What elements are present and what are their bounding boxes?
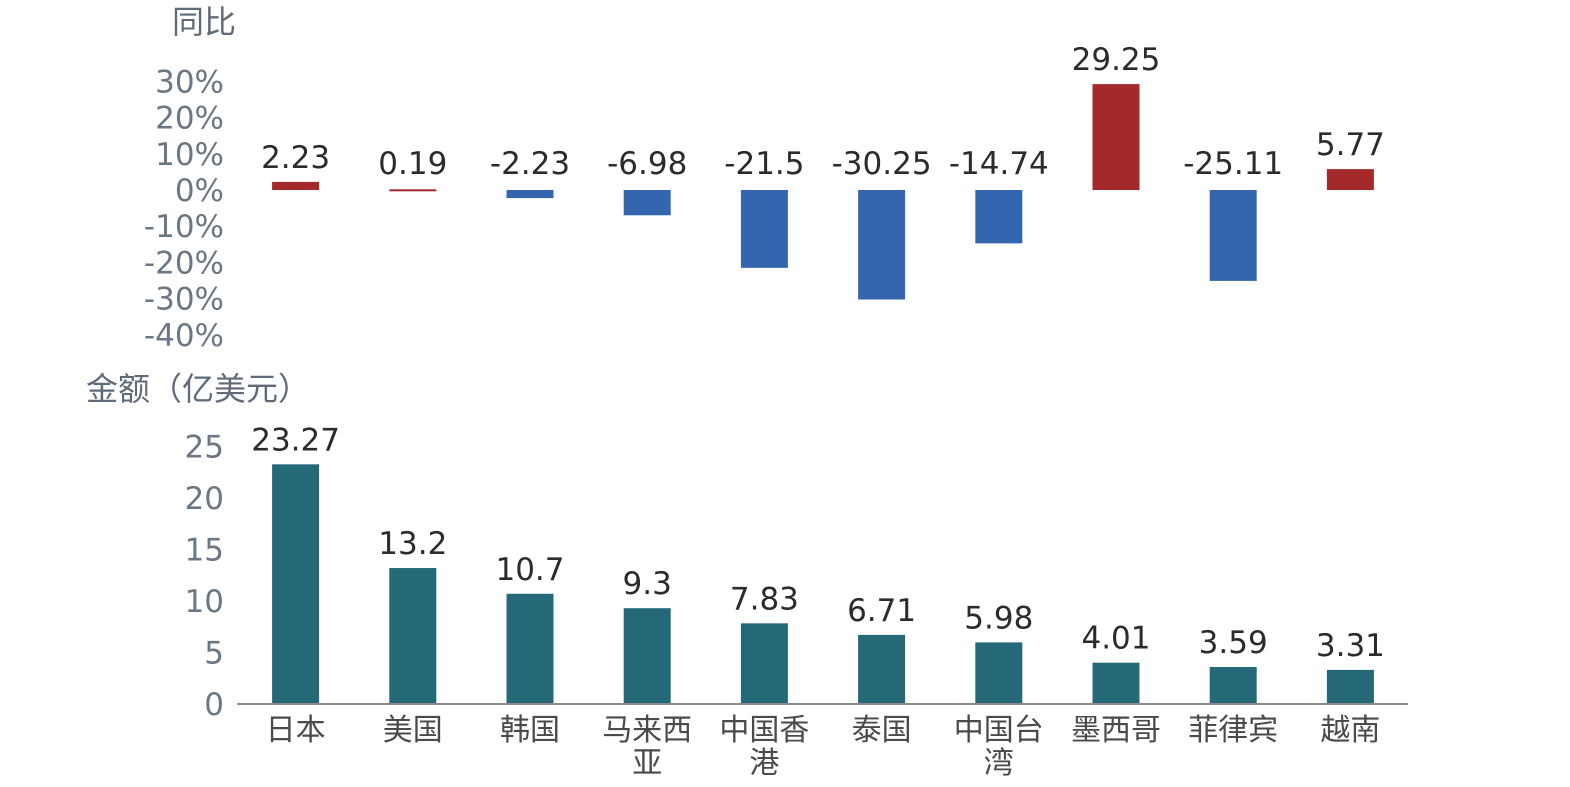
- category-label: 中国香: [719, 713, 809, 748]
- yoy-bar: [1326, 169, 1374, 190]
- amount-data-label: 3.59: [1199, 625, 1268, 661]
- yoy-bar: [623, 190, 671, 216]
- amount-tick-label: 25: [185, 430, 224, 466]
- amount-data-label: 4.01: [1081, 621, 1150, 657]
- yoy-data-label: 0.19: [378, 146, 447, 182]
- amount-tick-label: 0: [204, 687, 224, 723]
- yoy-data-label: -6.98: [607, 146, 687, 182]
- yoy-tick-label: 0%: [175, 173, 224, 209]
- yoy-tick-label: 20%: [155, 101, 224, 137]
- yoy-data-label: -25.11: [1183, 146, 1283, 182]
- category-label: 亚: [632, 746, 662, 781]
- yoy-data-label: 5.77: [1316, 127, 1385, 163]
- yoy-bar: [272, 181, 320, 190]
- category-label: 泰国: [852, 713, 912, 748]
- yoy-data-label: 2.23: [261, 140, 330, 176]
- category-label: 湾: [984, 746, 1014, 781]
- yoy-tick-label: 30%: [155, 64, 224, 100]
- amount-data-label: 7.83: [730, 581, 799, 617]
- yoy-bar: [975, 190, 1023, 244]
- amount-tick-label: 15: [185, 533, 224, 569]
- yoy-bar: [1092, 84, 1140, 190]
- yoy-data-labels: 2.23 0.19 -2.23 -6.98 -21.5 -30.25 -14.74 29.25…: [261, 42, 1385, 182]
- amount-bars: [272, 464, 1374, 704]
- yoy-bar: [389, 189, 437, 192]
- amount-data-label: 23.27: [251, 422, 340, 458]
- amount-bar: [623, 608, 671, 704]
- yoy-tick-label: -10%: [144, 209, 224, 245]
- amount-bar: [1326, 669, 1374, 704]
- amount-data-label: 6.71: [847, 593, 916, 629]
- amount-data-labels: 23.27 13.2 10.7 9.3 7.83 6.71 5.98 4.01 3.59 3.31: [251, 422, 1385, 664]
- yoy-tick-label: 10%: [155, 137, 224, 173]
- category-label: 韩国: [500, 713, 560, 748]
- category-label: 马来西: [602, 713, 692, 748]
- amount-data-label: 5.98: [964, 600, 1033, 636]
- amount-tick-label: 20: [185, 481, 224, 517]
- amount-tick-label: 10: [185, 584, 224, 620]
- yoy-data-label: -14.74: [949, 146, 1049, 182]
- yoy-bar: [740, 190, 788, 268]
- amount-data-label: 9.3: [623, 566, 672, 602]
- amount-tick-label: 5: [204, 636, 224, 672]
- amount-data-label: 13.2: [378, 526, 447, 562]
- yoy-tick-label: -40%: [144, 318, 224, 354]
- yoy-data-label: -21.5: [724, 146, 804, 182]
- category-label: 墨西哥: [1071, 713, 1161, 748]
- amount-bar: [506, 593, 554, 704]
- yoy-bar: [1209, 190, 1257, 281]
- yoy-bar: [506, 190, 554, 199]
- amount-y-axis: 25 20 15 10 5 0: [185, 430, 224, 724]
- category-label: 越南: [1320, 713, 1380, 748]
- category-label: 港: [749, 746, 779, 781]
- yoy-tick-label: -30%: [144, 282, 224, 318]
- yoy-data-label: -30.25: [832, 146, 932, 182]
- amount-bar: [975, 642, 1023, 704]
- yoy-panel: 同比 30%20%10%0%-10%-20%-30%-40% 2.23 0.19 -…: [144, 3, 1385, 354]
- amount-data-label: 10.7: [495, 552, 564, 588]
- yoy-bars: [272, 84, 1374, 300]
- category-label: 美国: [383, 713, 443, 748]
- category-label: 日本: [266, 713, 326, 748]
- amount-bar: [1209, 667, 1257, 704]
- amount-bar: [740, 623, 788, 704]
- amount-bar: [389, 568, 437, 704]
- amount-bar: [1092, 662, 1140, 704]
- amount-bar: [858, 634, 906, 704]
- yoy-data-label: -2.23: [490, 146, 570, 182]
- amount-bar: [272, 464, 320, 704]
- yoy-data-label: 29.25: [1072, 42, 1161, 78]
- category-label: 中国台: [954, 713, 1044, 748]
- yoy-axis-title: 同比: [172, 3, 236, 41]
- yoy-tick-label: -20%: [144, 245, 224, 281]
- category-label: 菲律宾: [1188, 713, 1278, 748]
- yoy-bar: [858, 190, 906, 300]
- amount-axis-title: 金额（亿美元）: [86, 370, 310, 408]
- yoy-y-axis: 30%20%10%0%-10%-20%-30%-40%: [144, 64, 224, 353]
- amount-panel: 金额（亿美元） 25 20 15 10 5 0 23.27 13.2 10.7 9.3 7.83 6…: [86, 370, 1408, 781]
- amount-data-label: 3.31: [1316, 628, 1385, 664]
